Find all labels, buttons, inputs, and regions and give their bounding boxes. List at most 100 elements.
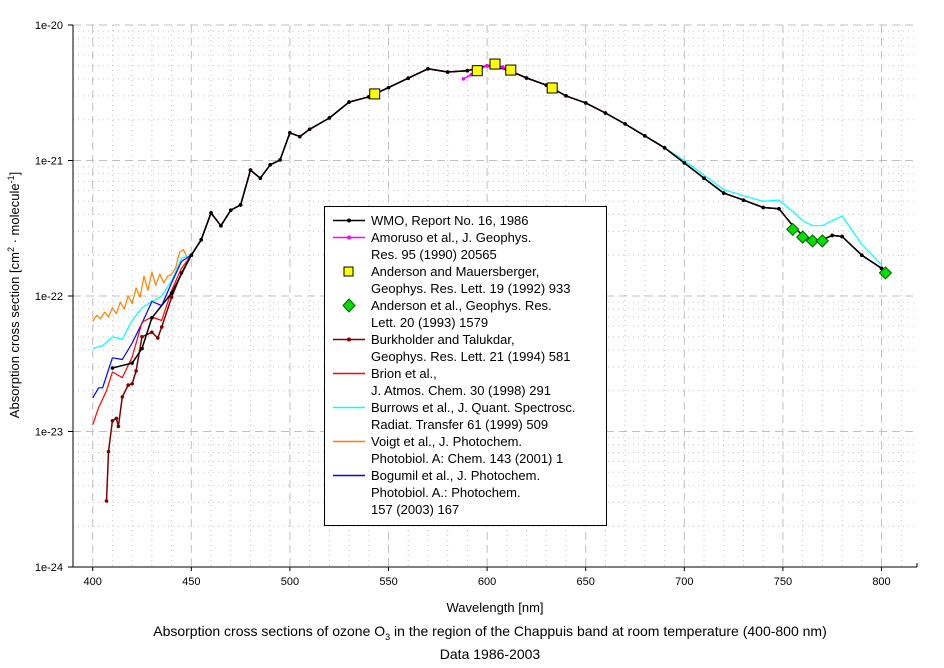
data-point bbox=[564, 94, 568, 98]
legend-label-line: 157 (2003) 167 bbox=[371, 502, 460, 517]
data-point-square bbox=[489, 58, 501, 70]
data-point bbox=[682, 161, 687, 165]
data-point bbox=[159, 325, 164, 329]
y-tick-label: 1e-22 bbox=[35, 291, 63, 303]
series-5 bbox=[110, 63, 884, 370]
chart-subtitle: Data 1986-2003 bbox=[439, 646, 541, 662]
y-title-sup: 2 bbox=[5, 247, 16, 253]
data-point bbox=[643, 134, 647, 138]
data-point-square bbox=[505, 64, 517, 76]
data-point bbox=[219, 223, 223, 228]
data-point bbox=[238, 203, 243, 207]
legend-item: Bogumil et al., J. Photochem. Photobiol. … bbox=[325, 467, 606, 518]
data-point bbox=[830, 233, 835, 238]
data-point bbox=[120, 395, 125, 399]
data-point bbox=[461, 77, 466, 81]
y-axis-title: Absorption cross section [cm2 · molecule… bbox=[6, 172, 22, 418]
data-point bbox=[228, 208, 233, 212]
data-point bbox=[307, 127, 312, 132]
data-point bbox=[297, 134, 302, 139]
title-text: in the region of the Chappuis band at ro… bbox=[390, 623, 827, 639]
legend-symbol bbox=[325, 467, 371, 484]
legend-item: Burkholder and Talukdar, Geophys. Res. Le… bbox=[325, 331, 606, 365]
y-title-sup: -1 bbox=[5, 175, 16, 184]
data-point bbox=[155, 336, 160, 340]
y-title-text: ] bbox=[7, 171, 23, 176]
legend-label-line: Bogumil et al., J. Photochem. bbox=[371, 468, 541, 483]
data-point bbox=[406, 76, 411, 80]
data-point-diamond bbox=[815, 234, 830, 248]
data-point bbox=[465, 68, 470, 73]
data-point bbox=[169, 291, 174, 295]
x-tick-label: 550 bbox=[379, 576, 397, 588]
data-point bbox=[662, 146, 667, 150]
series-8 bbox=[786, 222, 893, 280]
legend-item: WMO, Report No. 16, 1986 bbox=[325, 212, 606, 229]
legend-label-line: Brion et al., bbox=[371, 366, 437, 381]
y-tick-label: 1e-20 bbox=[35, 20, 63, 32]
x-tick-label: 600 bbox=[478, 576, 496, 588]
legend-label: Burrows et al., J. Quant. Spectrosc. Radi… bbox=[371, 399, 575, 433]
legend-label-line: Lett. 20 (1993) 1579 bbox=[371, 315, 489, 330]
data-point bbox=[721, 191, 726, 195]
x-tick-label: 700 bbox=[675, 576, 693, 588]
legend-label: Burkholder and Talukdar, Geophys. Res. Le… bbox=[371, 331, 570, 365]
legend-label-line: Photobiol. A.: Photochem. bbox=[371, 485, 521, 500]
legend-item: Brion et al., J. Atmos. Chem. 30 (1998) 2… bbox=[325, 365, 606, 399]
legend-symbol bbox=[325, 433, 371, 450]
y-tick-label: 1e-21 bbox=[35, 156, 63, 168]
x-tick-label: 650 bbox=[577, 576, 595, 588]
legend-label-line: Photobiol. A: Chem. 143 (2001) 1 bbox=[371, 451, 564, 466]
data-point bbox=[106, 449, 111, 454]
data-point-diamond bbox=[786, 222, 800, 237]
data-point bbox=[386, 85, 391, 90]
data-point bbox=[623, 122, 627, 126]
data-point bbox=[288, 131, 292, 135]
data-point bbox=[278, 158, 282, 162]
x-axis-title: Wavelength [nm] bbox=[446, 600, 544, 615]
legend-symbol bbox=[325, 263, 371, 280]
data-point bbox=[777, 207, 781, 211]
data-point bbox=[702, 176, 706, 181]
data-point-square bbox=[471, 65, 483, 77]
data-point bbox=[485, 63, 489, 68]
data-point bbox=[347, 100, 351, 104]
data-point bbox=[140, 346, 144, 351]
legend-symbol bbox=[325, 229, 371, 246]
legend-label-line: Geophys. Res. Lett. 19 (1992) 933 bbox=[371, 281, 571, 296]
data-point bbox=[209, 211, 213, 215]
x-tick-label: 400 bbox=[84, 576, 102, 588]
legend-label-line: Amoruso et al., J. Geophys. bbox=[371, 230, 532, 245]
legend-label: Brion et al., J. Atmos. Chem. 30 (1998) 2… bbox=[371, 365, 551, 399]
data-point bbox=[583, 101, 588, 105]
data-point-diamond bbox=[878, 266, 893, 280]
series-layer bbox=[92, 58, 893, 503]
data-point bbox=[114, 416, 119, 421]
data-point bbox=[859, 253, 864, 258]
data-point bbox=[501, 65, 505, 69]
data-point bbox=[169, 295, 174, 299]
legend-symbol bbox=[325, 365, 371, 382]
legend-symbol bbox=[325, 297, 371, 314]
legend-label-line: Geophys. Res. Lett. 21 (1994) 581 bbox=[371, 349, 571, 364]
y-tick-label: 1e-23 bbox=[35, 427, 63, 439]
data-point bbox=[879, 266, 884, 271]
legend-label-line: Voigt et al., J. Photochem. bbox=[371, 434, 523, 449]
legend-symbol bbox=[325, 331, 371, 348]
data-point bbox=[603, 111, 608, 115]
legend-symbol bbox=[325, 212, 371, 229]
legend: WMO, Report No. 16, 1986 Amoruso et al., … bbox=[324, 206, 607, 526]
legend-label: Anderson et al., Geophys. Res. Lett. 20 (… bbox=[371, 297, 552, 331]
legend-label: Bogumil et al., J. Photochem. Photobiol. … bbox=[371, 467, 540, 518]
legend-label: Anderson and Mauersberger, Geophys. Res. … bbox=[371, 263, 570, 297]
legend-label: Amoruso et al., J. Geophys. Res. 95 (1990… bbox=[371, 229, 531, 263]
legend-item: Amoruso et al., J. Geophys. Res. 95 (1990… bbox=[325, 229, 606, 263]
data-point bbox=[199, 237, 203, 242]
y-tick-label: 1e-24 bbox=[35, 562, 63, 574]
title-sub: 3 bbox=[385, 631, 391, 642]
data-point bbox=[327, 116, 332, 120]
legend-label-line: Anderson et al., Geophys. Res. bbox=[371, 298, 552, 313]
data-point-diamond bbox=[805, 234, 820, 248]
x-tick-label: 500 bbox=[281, 576, 299, 588]
legend-item: Voigt et al., J. Photochem. Photobiol. A:… bbox=[325, 433, 606, 467]
